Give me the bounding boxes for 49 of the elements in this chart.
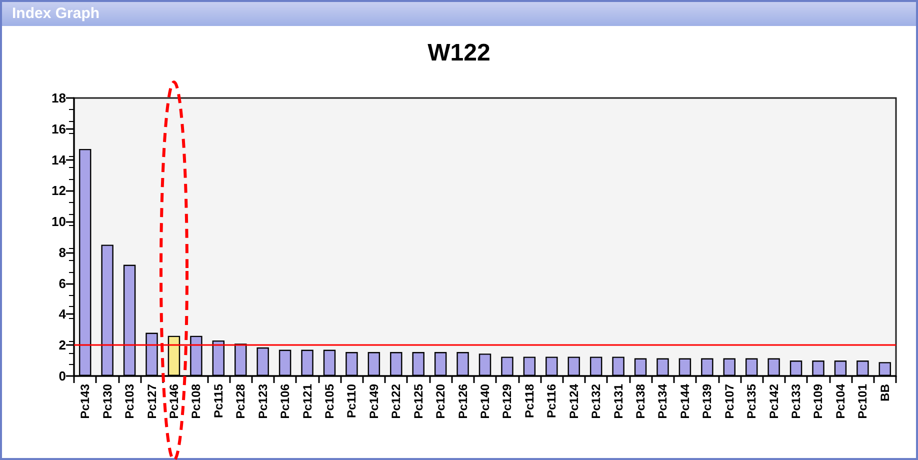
y-tick-label: 4: [58, 306, 67, 322]
x-tick-label: Pc128: [234, 384, 248, 419]
x-tick-label: BB: [878, 384, 892, 402]
x-tick-label: Pc101: [856, 384, 870, 419]
text: Index Graph: [2, 2, 916, 26]
x-tick-label: Pc131: [611, 384, 626, 419]
x-tick-label: Pc108: [189, 384, 204, 419]
x-tick-label: Pc124: [566, 384, 581, 419]
y-tick-label: 12: [52, 183, 66, 198]
x-tick-label: Pc143: [78, 384, 92, 419]
x-tick-label: Pc127: [144, 384, 159, 419]
x-tick-label: Pc133: [789, 384, 804, 419]
x-tick-label: Pc120: [434, 384, 448, 419]
y-tick-label: 14: [52, 152, 67, 168]
chart-title: W122: [428, 40, 490, 66]
x-tick-label: Pc116: [544, 384, 559, 418]
x-tick-label: Pc149: [366, 384, 381, 419]
y-tick-label: 16: [52, 121, 66, 136]
x-tick-label: Pc140: [478, 384, 492, 419]
x-tick-label: Pc144: [678, 384, 692, 419]
x-tick-label: Pc107: [722, 384, 736, 419]
x-tick-label: Pc146: [166, 384, 181, 419]
x-tick-label: Pc115: [211, 384, 226, 418]
y-tick-label: 8: [58, 244, 66, 260]
y-tick-label: 6: [58, 276, 66, 291]
x-tick-label: Pc125: [411, 384, 426, 419]
x-tick-label: Pc104: [833, 384, 848, 419]
x-tick-label: Pc139: [700, 384, 714, 419]
y-tick-label: 18: [52, 90, 66, 106]
x-tick-label: Pc105: [322, 384, 336, 419]
x-tick-label: Pc138: [634, 384, 648, 419]
x-tick-label: Pc134: [656, 384, 670, 419]
x-tick-label: Pc106: [278, 384, 292, 419]
x-tick-label: Pc122: [389, 384, 404, 419]
x-tick-label: Pc103: [122, 384, 137, 419]
x-tick-label: Pc132: [589, 384, 604, 419]
x-tick-label: Pc123: [256, 384, 270, 419]
x-tick-label: Pc135: [744, 384, 759, 419]
x-tick-label: Pc126: [456, 384, 470, 419]
x-tick-label: Pc109: [811, 384, 826, 419]
y-tick-label: 0: [58, 368, 66, 384]
x-tick-label: Pc142: [766, 384, 781, 419]
y-tick-label: 2: [58, 338, 66, 353]
x-tick-label: Pc110: [344, 384, 359, 418]
x-tick-label: Pc121: [300, 384, 314, 419]
x-tick-label: Pc129: [500, 384, 514, 419]
x-tick-label: Pc130: [100, 384, 114, 419]
x-tick-label: Pc118: [522, 384, 536, 418]
y-tick-label: 10: [52, 214, 66, 230]
